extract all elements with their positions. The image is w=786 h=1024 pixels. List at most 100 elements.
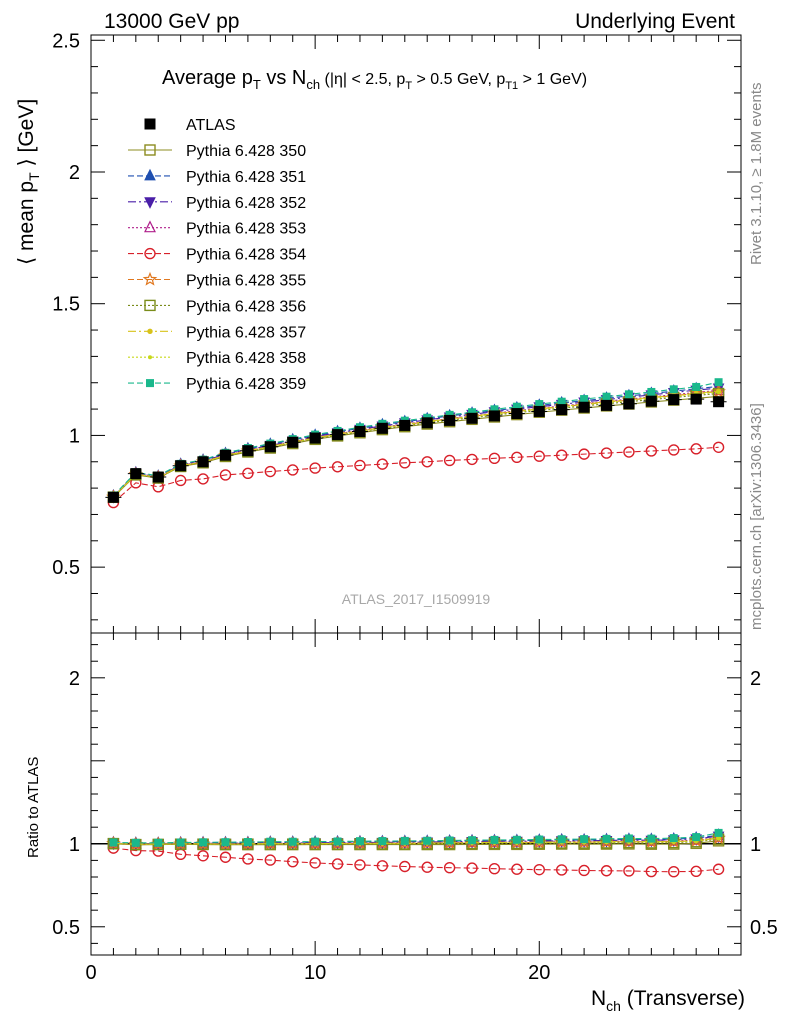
series-354-point xyxy=(287,464,299,476)
atlas-point xyxy=(623,398,635,410)
series-359-point xyxy=(602,392,611,401)
series-359-ratio-point xyxy=(423,836,432,845)
series-354-line xyxy=(113,446,719,504)
series-359-ratio-point xyxy=(266,837,275,846)
legend-entry-352: Pythia 6.428 352 xyxy=(128,195,306,212)
series-atlas xyxy=(105,393,727,503)
y-tick-label: 1 xyxy=(69,425,80,447)
main-axis-ticks: 0.5 1 1.5 2 2.5 xyxy=(52,30,742,633)
series-358-ratio-line xyxy=(113,837,719,845)
legend-entry-356-marker xyxy=(144,299,156,312)
series-354-point xyxy=(354,459,366,472)
series-354-point xyxy=(645,445,658,457)
series-354-point xyxy=(511,451,523,463)
series-354-ratio-point xyxy=(668,866,680,878)
series-354-ratio-point xyxy=(264,854,277,866)
atlas-point xyxy=(444,414,456,426)
series-354-ratio-point xyxy=(219,851,232,863)
series-354-ratio-point xyxy=(690,865,702,878)
ratio-y-tick-label-right: 2 xyxy=(750,668,761,690)
y-tick-label: 2 xyxy=(69,162,80,184)
atlas-point xyxy=(197,456,209,468)
series-354-point xyxy=(555,449,568,461)
series-354-point xyxy=(488,452,501,465)
legend-entry-351-label: Pythia 6.428 351 xyxy=(186,169,306,186)
series-354-point xyxy=(600,447,613,459)
series-359-point xyxy=(647,387,656,396)
rivet-version-label: Rivet 3.1.10, ≥ 1.8M events xyxy=(748,83,765,266)
legend-entry-350-label: Pythia 6.428 350 xyxy=(186,143,306,160)
series-354-point xyxy=(242,467,254,480)
legend-entry-350-marker xyxy=(144,144,156,156)
x-tick-label: 0 xyxy=(85,962,96,984)
series-359 xyxy=(109,378,723,500)
legend-entry-354-label: Pythia 6.428 354 xyxy=(186,247,306,264)
atlas-point xyxy=(219,449,231,461)
x-tick-label: 20 xyxy=(528,962,550,984)
legend-entry-352-label: Pythia 6.428 352 xyxy=(186,195,306,212)
series-354-ratio-point xyxy=(376,860,389,872)
series-354-ratio-point xyxy=(443,861,456,874)
series-354-ratio-point xyxy=(242,853,254,865)
series-359-ratio-point xyxy=(199,838,208,847)
series-352-line xyxy=(113,387,719,497)
series-359-ratio-point xyxy=(557,835,566,844)
atlas-point xyxy=(152,471,164,483)
atlas-point xyxy=(533,405,545,417)
atlas-point xyxy=(287,436,299,448)
atlas-point xyxy=(601,399,613,411)
series-354-ratio-point xyxy=(623,865,635,877)
series-359-ratio xyxy=(109,828,723,847)
legend-entry-358-label: Pythia 6.428 358 xyxy=(186,350,306,367)
series-354-ratio-point xyxy=(466,862,478,874)
series-359-ratio-point xyxy=(512,835,521,844)
series-359-ratio-point xyxy=(243,838,252,847)
atlas-point xyxy=(175,460,187,472)
ratio-y-tick-label-right: 1 xyxy=(750,834,761,856)
legend-entry-358: Pythia 6.428 358 xyxy=(128,350,306,367)
legend-entry-355-label: Pythia 6.428 355 xyxy=(186,273,306,290)
legend-entry-356: Pythia 6.428 356 xyxy=(128,298,306,315)
series-354-ratio-point xyxy=(287,855,299,868)
series-354-point xyxy=(376,458,389,470)
legend-entry-357-marker xyxy=(147,328,153,334)
series-359-ratio-point xyxy=(692,833,701,842)
series-359-point xyxy=(624,390,633,399)
legend-entry-atlas: ATLAS xyxy=(144,117,236,134)
legend-entry-351: Pythia 6.428 351 xyxy=(128,168,306,186)
series-354-ratio-point xyxy=(555,864,568,876)
series-354-ratio-point xyxy=(511,863,523,875)
series-357-line xyxy=(113,390,719,498)
ratio-y-tick-label: 1 xyxy=(69,834,80,856)
series-359-ratio-point xyxy=(288,837,297,846)
atlas-point xyxy=(466,412,478,424)
ratio-y-tick-label: 2 xyxy=(69,668,80,690)
legend-entry-353-label: Pythia 6.428 353 xyxy=(186,221,306,238)
legend-entry-353-marker xyxy=(144,220,156,233)
series-354-ratio-point xyxy=(712,863,725,875)
atlas-point xyxy=(107,491,119,503)
ratio-y-axis-label: Ratio to ATLAS xyxy=(25,757,42,858)
series-354-point xyxy=(623,446,635,458)
series-354-ratio-point xyxy=(354,859,366,871)
series-354-ratio-point xyxy=(421,861,433,873)
series-359-point xyxy=(714,378,723,387)
series-354-point xyxy=(533,450,545,462)
legend-entry-358-marker xyxy=(148,355,152,360)
y-tick-label: 1.5 xyxy=(52,294,80,316)
series-358-ratio-point xyxy=(716,836,721,841)
atlas-point xyxy=(511,408,523,420)
series-354-ratio-point xyxy=(197,850,209,862)
series-354-point xyxy=(174,474,187,487)
series-359-ratio-point xyxy=(714,828,723,837)
legend-label-atlas: ATLAS xyxy=(186,117,236,134)
series-359-ratio-line xyxy=(113,832,719,844)
chart-title: Average pT vs Nch (|η| < 2.5, pT > 0.5 G… xyxy=(162,67,587,92)
legend-entry-356-label: Pythia 6.428 356 xyxy=(186,298,306,315)
series-354-point xyxy=(197,473,209,485)
series-358-point xyxy=(716,389,721,394)
series-354-point xyxy=(466,453,478,466)
series-359-ratio-point xyxy=(176,838,185,847)
series-354-ratio-point xyxy=(488,862,501,875)
legend-entry-359: Pythia 6.428 359 xyxy=(128,376,306,393)
